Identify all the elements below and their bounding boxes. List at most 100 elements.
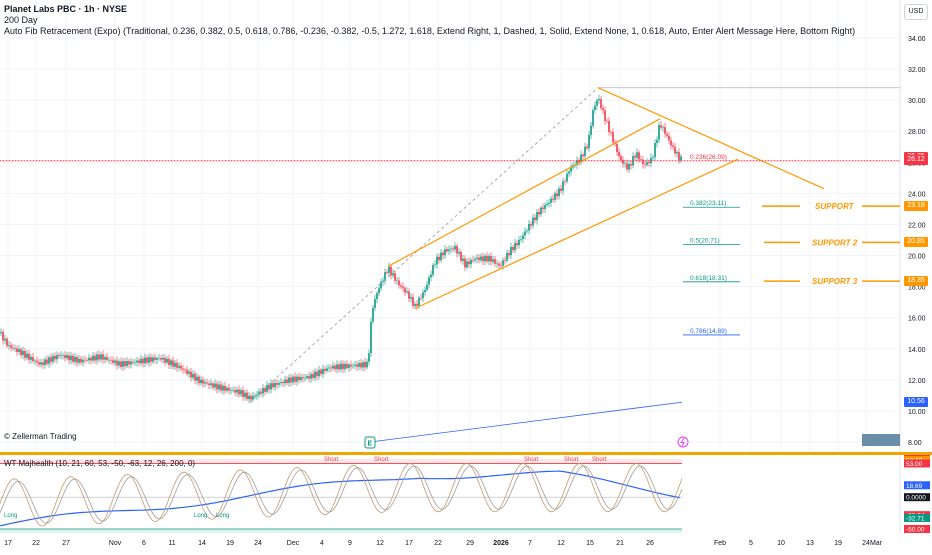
osc-axis-label: 0.0000 <box>906 495 926 502</box>
candle <box>288 377 290 384</box>
candle <box>176 362 178 368</box>
time-axis-label: 15 <box>586 540 594 547</box>
candle <box>602 108 604 111</box>
triangle-upper-line[interactable] <box>597 87 825 190</box>
candle <box>360 363 362 368</box>
osc-value-tag[interactable] <box>904 525 930 533</box>
earnings-marker[interactable] <box>364 436 376 449</box>
osc-value-tag[interactable] <box>904 493 930 502</box>
candle <box>662 127 664 128</box>
candle <box>398 280 400 286</box>
candle <box>318 369 320 377</box>
candle <box>410 297 412 299</box>
candle <box>540 207 542 215</box>
candle <box>282 382 284 384</box>
candle <box>68 355 70 361</box>
main-chart-canvas[interactable]: 34.0032.0030.0028.0026.0024.0022.0020.00… <box>0 0 932 453</box>
candle <box>358 363 360 367</box>
candle <box>466 261 468 268</box>
candle <box>48 357 50 364</box>
candle <box>380 281 382 289</box>
price-tag[interactable]: 18.35 <box>904 276 928 287</box>
time-axis-label: 17 <box>4 540 12 547</box>
price-tag[interactable]: 23.18 <box>904 201 928 212</box>
time-axis[interactable]: 17 22 27 Nov 6 11 14 19 24 Dec 4 9 12 17 22 29 2026 7 12 15… <box>0 533 932 550</box>
candle <box>400 285 402 287</box>
candle <box>214 383 216 388</box>
osc-axis-label: 53.00 <box>906 461 923 468</box>
pane-separator[interactable] <box>0 452 932 455</box>
time-axis-label: 21 <box>616 540 624 547</box>
candle <box>418 297 420 306</box>
osc-value-tag[interactable] <box>904 513 930 522</box>
candle <box>468 261 470 265</box>
candle <box>510 246 512 256</box>
price-tag[interactable]: 26.12 <box>904 155 928 166</box>
oscillator-legend[interactable]: WT Majhealth (10, 21, 60, 53, -50, -63, … <box>4 459 196 468</box>
candle <box>390 266 392 276</box>
wt-trend-line[interactable] <box>0 470 681 527</box>
candle <box>120 361 122 367</box>
price-axis-label: 8.00 <box>908 440 922 447</box>
earnings-marker-label: E <box>368 441 373 448</box>
fib-trend-line[interactable] <box>249 87 599 402</box>
candle <box>114 360 116 363</box>
candle <box>634 156 636 158</box>
price-tag[interactable]: 10.56 <box>904 397 928 408</box>
candle <box>438 256 440 261</box>
price-axis-label: 34.00 <box>908 36 926 43</box>
candle <box>322 368 324 374</box>
candle <box>138 360 140 364</box>
channel-lower-line[interactable] <box>414 158 739 309</box>
candle <box>404 288 406 293</box>
channel-upper-line[interactable] <box>387 118 661 267</box>
candle <box>600 99 602 109</box>
osc-value-tag[interactable] <box>904 481 930 490</box>
candle <box>528 224 530 231</box>
candle <box>384 272 386 281</box>
candle <box>638 152 640 160</box>
candle <box>492 259 494 262</box>
candle <box>640 159 642 161</box>
candle <box>38 362 40 365</box>
time-axis-label: 24 <box>254 540 262 547</box>
signal-label: Long <box>194 513 207 519</box>
candle <box>598 99 600 101</box>
price-tag[interactable]: 20.85 <box>904 237 928 248</box>
candle <box>340 363 342 370</box>
ma-legend[interactable]: 200 Day <box>4 15 38 25</box>
support-label: SUPPORT 3 <box>812 277 858 286</box>
candle <box>532 217 534 226</box>
wt-line-2[interactable] <box>0 465 683 524</box>
candle <box>386 272 388 273</box>
candle <box>470 260 472 265</box>
price-axis-label: 12.00 <box>908 378 926 385</box>
candle <box>40 362 42 365</box>
candle <box>658 125 660 140</box>
candle <box>452 248 454 250</box>
candle <box>412 297 414 307</box>
candle <box>168 358 170 366</box>
candle <box>606 121 608 122</box>
candle <box>172 360 174 367</box>
candle <box>394 273 396 281</box>
candle <box>534 217 536 221</box>
symbol-title[interactable]: Planet Labs PBC · 1h · NYSE <box>4 4 128 14</box>
candle <box>656 139 658 144</box>
candle <box>542 207 544 210</box>
candle <box>538 211 540 215</box>
price-axis-label: 18.00 <box>908 285 926 292</box>
main-chart-pane[interactable]: 34.0032.0030.0028.0026.0024.0022.0020.00… <box>0 0 932 453</box>
candle <box>616 143 618 153</box>
osc-value-tag[interactable] <box>904 459 930 468</box>
candle <box>196 376 198 381</box>
chart-legend: Planet Labs PBC · 1h · NYSE 200 Day Auto… <box>4 4 855 37</box>
watermark: © Zellerman Trading <box>4 432 77 441</box>
time-axis-label: 27 <box>62 540 70 547</box>
wt-line-1[interactable] <box>0 463 683 527</box>
time-axis-label: 9 <box>348 540 352 547</box>
currency-button[interactable]: USD <box>904 4 928 20</box>
ma-200-line[interactable] <box>369 401 683 443</box>
replay-widget[interactable] <box>862 434 900 446</box>
fib-legend[interactable]: Auto Fib Retracement (Expo) (Traditional… <box>4 26 856 36</box>
